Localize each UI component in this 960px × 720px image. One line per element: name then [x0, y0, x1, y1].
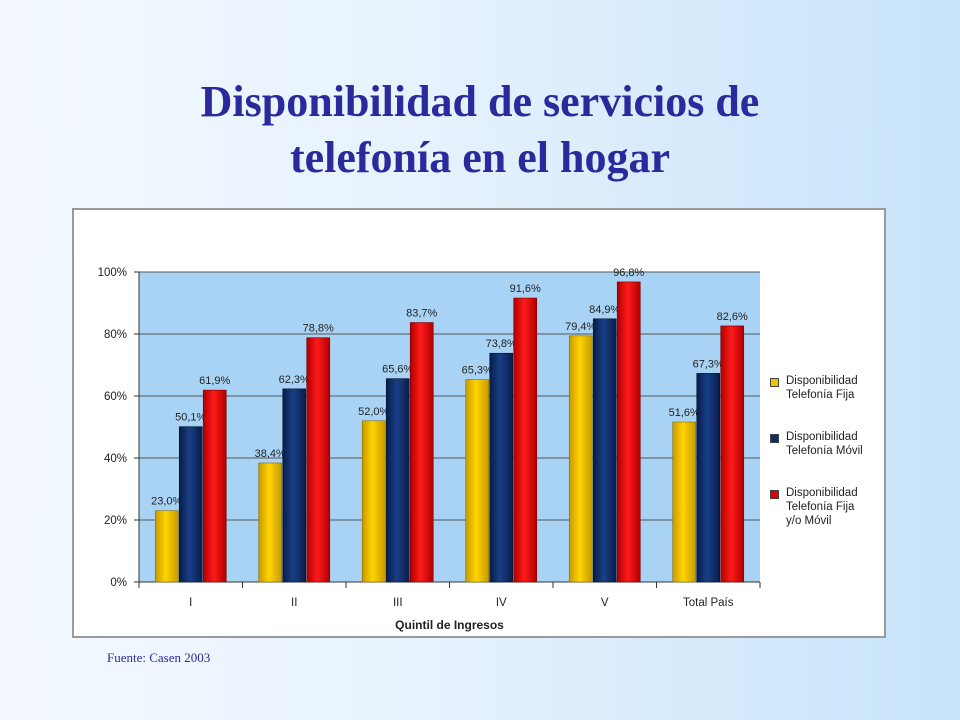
data-label: 78,8%: [303, 323, 334, 335]
legend-swatch-fija: [770, 378, 779, 387]
data-label: 62,3%: [279, 374, 310, 386]
bar: [513, 297, 538, 583]
y-tick-label: 100%: [98, 267, 127, 279]
bar: [202, 389, 227, 583]
category-label: IV: [496, 597, 507, 609]
bar: [385, 378, 410, 583]
category-label: Total País: [683, 597, 734, 609]
legend-label-fija: Disponibilidad Telefonía Fija: [786, 374, 890, 402]
data-label: 73,8%: [486, 338, 517, 350]
slide-title: Disponibilidad de servicios de telefonía…: [0, 74, 960, 186]
legend-line: Telefonía Móvil: [786, 445, 863, 457]
bar: [361, 420, 386, 583]
bar: [489, 352, 514, 583]
y-tick-label: 20%: [104, 515, 127, 527]
plot-area: [139, 272, 760, 582]
y-tick-label: 0%: [110, 577, 127, 589]
bar: [282, 388, 307, 583]
legend-swatch-fija-movil: [770, 490, 779, 499]
category-label: V: [601, 597, 609, 609]
category-label: I: [189, 597, 192, 609]
legend-swatch-movil: [770, 434, 779, 443]
source-note: Fuente: Casen 2003: [107, 650, 211, 665]
data-label: 50,1%: [175, 412, 206, 424]
category-label: II: [291, 597, 297, 609]
legend-label-movil: Disponibilidad Telefonía Móvil: [786, 430, 890, 458]
bar: [568, 335, 593, 583]
bar: [616, 281, 641, 583]
slide-title-line-2: telefonía en el hogar: [289, 133, 671, 182]
data-label: 79,4%: [565, 321, 596, 333]
bar: [696, 373, 721, 583]
data-label: 51,6%: [669, 407, 700, 419]
data-label: 65,6%: [382, 364, 413, 376]
y-tick-label: 40%: [104, 453, 127, 465]
bar-chart: 0% 20% 40% 60% 80% 100% 23,0% 50,1% 61,9% I 38,4% 6…: [98, 267, 761, 632]
legend-line: Disponibilidad: [786, 487, 858, 499]
bar: [154, 510, 179, 583]
data-label: 84,9%: [589, 304, 620, 316]
bar: [465, 379, 490, 583]
y-tick-label: 60%: [104, 391, 127, 403]
y-tick-label: 80%: [104, 329, 127, 341]
bar: [258, 462, 283, 583]
slide-title-line-1: Disponibilidad de servicios de: [200, 77, 760, 126]
data-label: 67,3%: [693, 358, 724, 370]
bar: [592, 318, 617, 583]
bar: [409, 322, 434, 583]
category-label: III: [393, 597, 403, 609]
data-label: 61,9%: [199, 375, 230, 387]
bar: [672, 421, 697, 583]
data-label: 38,4%: [255, 448, 286, 460]
legend-line: Telefonía Fija: [786, 389, 855, 401]
legend-line: y/o Móvil: [786, 515, 832, 527]
data-label: 23,0%: [151, 496, 182, 508]
data-label: 65,3%: [462, 365, 493, 377]
legend-line: Disponibilidad: [786, 375, 858, 387]
bar: [306, 337, 331, 583]
x-axis-title: Quintil de Ingresos: [395, 618, 504, 632]
bar: [178, 426, 203, 583]
data-label: 96,8%: [613, 267, 644, 279]
legend-label-fija-movil: Disponibilidad Telefonía Fija y/o Móvil: [786, 486, 890, 528]
data-label: 52,0%: [358, 406, 389, 418]
data-label: 83,7%: [406, 308, 437, 320]
data-label: 91,6%: [510, 283, 541, 295]
bar: [720, 325, 745, 583]
legend-line: Disponibilidad: [786, 431, 858, 443]
chart-frame: 0% 20% 40% 60% 80% 100% 23,0% 50,1% 61,9% I 38,4% 6…: [72, 208, 886, 638]
data-label: 82,6%: [717, 311, 748, 323]
legend-line: Telefonía Fija: [786, 501, 855, 513]
